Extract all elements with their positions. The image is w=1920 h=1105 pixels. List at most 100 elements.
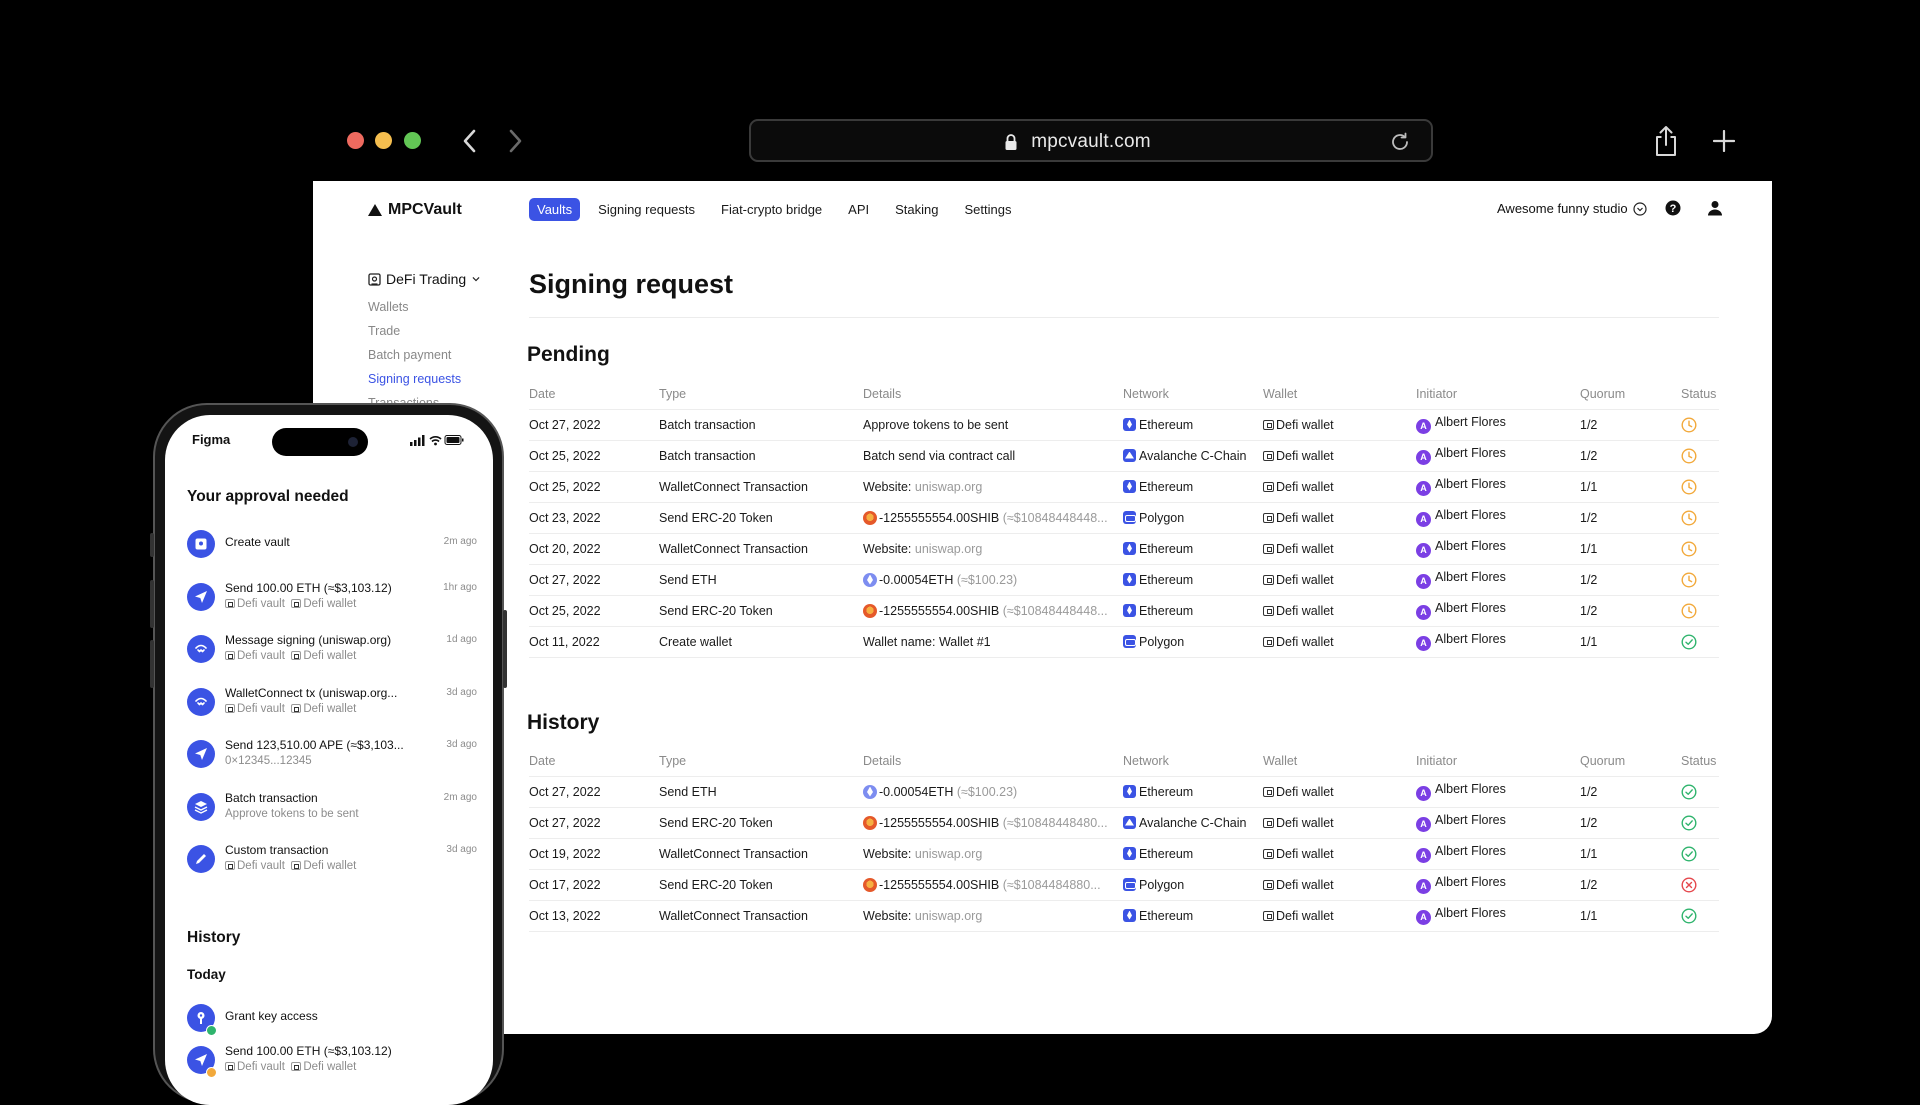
column-header-details[interactable]: Details <box>863 386 902 401</box>
status-success-check-icon <box>1681 633 1697 650</box>
initiator-name: Albert Flores <box>1435 415 1506 429</box>
user-account-icon[interactable] <box>1707 200 1723 216</box>
table-row[interactable]: Oct 13, 2022 WalletConnect Transaction Web… <box>529 899 1719 932</box>
eth-network-icon <box>1123 603 1136 617</box>
minimize-window-button[interactable] <box>375 132 392 149</box>
column-header-type[interactable]: Type <box>659 386 687 401</box>
status-pending-clock-icon <box>1681 447 1697 464</box>
column-header-wallet[interactable]: Wallet <box>1263 386 1298 401</box>
item-title: Grant key access <box>225 1009 318 1023</box>
chevron-down-circle-icon <box>1632 201 1647 216</box>
column-header-details[interactable]: Details <box>863 753 902 768</box>
network-name: Ethereum <box>1139 541 1194 556</box>
table-row[interactable]: Oct 19, 2022 WalletConnect Transaction Web… <box>529 837 1719 869</box>
item-title: Send 100.00 ETH (≈$3,103.12) <box>225 1044 392 1058</box>
share-icon[interactable] <box>1654 125 1678 157</box>
table-row[interactable]: Oct 17, 2022 Send ERC-20 Token -1255555554… <box>529 868 1719 900</box>
avatar: A <box>1416 481 1431 496</box>
column-header-date[interactable]: Date <box>529 386 556 401</box>
close-window-button[interactable] <box>347 132 364 149</box>
item-wallet-name: Defi wallet <box>303 860 357 872</box>
status-pending-clock-icon <box>1681 602 1697 619</box>
back-arrow-icon[interactable] <box>457 126 483 156</box>
sidebar-item-trade[interactable]: Trade <box>368 324 401 338</box>
details-text: Website: <box>863 541 915 556</box>
reload-icon[interactable] <box>1389 131 1411 153</box>
cell-details: -0.00054ETH (≈$100.23) <box>863 775 1123 807</box>
help-icon[interactable]: ? <box>1665 200 1681 216</box>
approval-item[interactable]: Batch transaction Approve tokens to be se… <box>187 789 477 842</box>
tab-fiat-crypto-bridge[interactable]: Fiat-crypto bridge <box>721 202 823 217</box>
column-header-quorum[interactable]: Quorum <box>1580 753 1626 768</box>
cell-type: Batch transaction <box>659 408 863 440</box>
cell-network: Polygon <box>1123 625 1263 658</box>
details-muted-text: (≈$10848448448... <box>1002 603 1108 618</box>
cell-initiator: A Albert Flores <box>1416 837 1580 869</box>
details-muted-text: (≈$100.23) <box>956 572 1018 587</box>
app-logo[interactable]: MPCVault <box>368 201 462 219</box>
column-header-date[interactable]: Date <box>529 753 556 768</box>
address-bar[interactable]: mpcvault.com <box>749 119 1433 162</box>
tab-signing-requests[interactable]: Signing requests <box>598 202 696 217</box>
table-row[interactable]: Oct 25, 2022 Send ERC-20 Token -1255555554… <box>529 594 1719 626</box>
table-header-row: Date Type Details Network Wallet Initiator Quo… <box>529 379 1719 409</box>
cell-network: Ethereum <box>1123 899 1263 932</box>
tab-settings[interactable]: Settings <box>964 202 1012 217</box>
new-tab-plus-icon[interactable] <box>1713 130 1735 152</box>
approval-item[interactable]: Message signing (uniswap.org) Defi vault … <box>187 631 477 684</box>
vault-space-selector[interactable]: DeFi Trading <box>368 271 508 287</box>
history-item[interactable]: Grant key access <box>187 1000 477 1042</box>
table-row[interactable]: Oct 25, 2022 Batch transaction Batch send … <box>529 439 1719 471</box>
item-wallet-name: Defi wallet <box>303 702 357 715</box>
sidebar-item-batch-payment[interactable]: Batch payment <box>368 348 452 362</box>
tab-staking[interactable]: Staking <box>895 202 939 217</box>
table-row[interactable]: Oct 23, 2022 Send ERC-20 Token -1255555554… <box>529 501 1719 533</box>
approval-item[interactable]: Send 100.00 ETH (≈$3,103.12) Defi vault D… <box>187 579 477 632</box>
table-row[interactable]: Oct 27, 2022 Send ETH -0.00054ETH (≈$100.2… <box>529 563 1719 595</box>
approval-item[interactable]: Create vault 2m ago <box>187 526 477 579</box>
column-header-type[interactable]: Type <box>659 753 687 768</box>
details-muted-text: (≈$100.23) <box>956 784 1018 799</box>
sidebar-item-wallets[interactable]: Wallets <box>368 300 409 314</box>
history-item[interactable]: Send 100.00 ETH (≈$3,103.12) Defi vault D… <box>187 1042 477 1084</box>
details-muted-text: uniswap.org <box>914 479 983 494</box>
column-header-status[interactable]: Status <box>1681 386 1717 401</box>
column-header-status[interactable]: Status <box>1681 753 1717 768</box>
column-header-wallet[interactable]: Wallet <box>1263 753 1298 768</box>
maximize-window-button[interactable] <box>404 132 421 149</box>
column-header-quorum[interactable]: Quorum <box>1580 386 1626 401</box>
cell-status <box>1681 470 1719 502</box>
approval-item[interactable]: Custom transaction Defi vault Defi wallet… <box>187 841 477 894</box>
column-header-initiator[interactable]: Initiator <box>1416 386 1457 401</box>
item-title: WalletConnect tx (uniswap.org... <box>225 685 398 700</box>
item-time-ago: 2m ago <box>443 791 477 803</box>
url-text: mpcvault.com <box>1031 131 1151 152</box>
forward-arrow-icon[interactable] <box>502 126 528 156</box>
cell-network: Ethereum <box>1123 594 1263 626</box>
cell-date: Oct 27, 2022 <box>529 563 659 595</box>
column-header-network[interactable]: Network <box>1123 386 1169 401</box>
approval-item[interactable]: WalletConnect tx (uniswap.org... Defi vau… <box>187 684 477 737</box>
table-row[interactable]: Oct 27, 2022 Batch transaction Approve tok… <box>529 408 1719 440</box>
tab-vaults[interactable]: Vaults <box>529 198 581 221</box>
table-row[interactable]: Oct 27, 2022 Send ETH -0.00054ETH (≈$100.2… <box>529 775 1719 807</box>
details-muted-text: uniswap.org <box>914 908 983 923</box>
cell-quorum: 1/2 <box>1580 563 1681 595</box>
column-header-network[interactable]: Network <box>1123 753 1169 768</box>
item-subtitle: Defi vault Defi wallet <box>225 1061 356 1073</box>
table-row[interactable]: Oct 11, 2022 Create wallet Wallet name: Wa… <box>529 625 1719 658</box>
table-row[interactable]: Oct 25, 2022 WalletConnect Transaction Web… <box>529 470 1719 502</box>
table-row[interactable]: Oct 20, 2022 WalletConnect Transaction Web… <box>529 532 1719 564</box>
eth-network-icon <box>1123 846 1136 860</box>
network-name: Ethereum <box>1139 479 1194 494</box>
phone-mockup: Figma Your approval needed Create vault 2… <box>150 403 507 1105</box>
approval-item[interactable]: Send 123,510.00 APE (≈$3,103... 0×12345..… <box>187 736 477 789</box>
table-row[interactable]: Oct 27, 2022 Send ERC-20 Token -1255555554… <box>529 806 1719 838</box>
network-name: Ethereum <box>1139 572 1194 587</box>
tab-api[interactable]: API <box>848 202 870 217</box>
column-header-initiator[interactable]: Initiator <box>1416 753 1457 768</box>
details-muted-text: uniswap.org <box>914 846 983 861</box>
vault-space-name: DeFi Trading <box>386 271 467 287</box>
sidebar-item-signing-requests[interactable]: Signing requests <box>368 372 462 386</box>
organization-switcher[interactable]: Awesome funny studio <box>1497 201 1647 216</box>
